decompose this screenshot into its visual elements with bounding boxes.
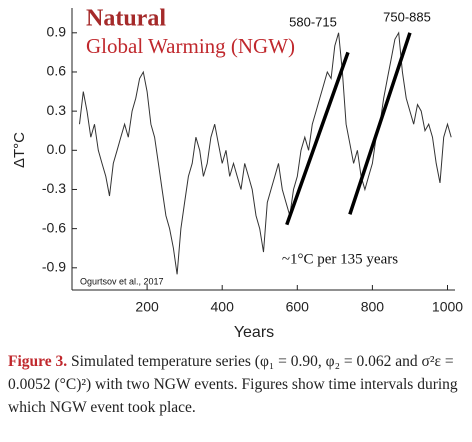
y-tick-label: 0.3 [47, 102, 67, 118]
y-tick-label: 0.6 [47, 63, 67, 79]
temperature-line [79, 31, 452, 275]
chart-subtitle: Global Warming (NGW) [86, 34, 295, 58]
chart: Natural Global Warming (NGW) Years ΔT°C … [11, 6, 463, 342]
y-axis-label: ΔT°C [11, 132, 28, 168]
x-tick-label: 600 [286, 299, 310, 315]
x-tick-label: 400 [211, 299, 235, 315]
x-tick-label: 1000 [432, 299, 463, 315]
annotation: ~1°C per 135 years [282, 251, 398, 267]
x-axis-label: Years [234, 324, 274, 341]
caption-label: Figure 3. [8, 353, 68, 370]
x-tick-label: 200 [135, 299, 159, 315]
x-tick-label: 800 [361, 299, 385, 315]
chart-title: Natural [86, 6, 166, 32]
y-tick-label: -0.9 [42, 259, 66, 275]
annotation: 580-715 [289, 14, 337, 29]
y-tick-label: -0.6 [42, 219, 66, 235]
y-tick-label: -0.3 [42, 180, 66, 196]
annotation: 750-885 [383, 9, 431, 24]
trend-line [348, 32, 412, 215]
y-tick-label: 0.0 [47, 141, 67, 157]
y-tick-label: 0.9 [47, 24, 67, 40]
annotation: Ogurtsov et al., 2017 [80, 276, 164, 286]
caption: Figure 3. Simulated temperature series (… [8, 350, 468, 419]
trend-line [285, 51, 350, 226]
caption-text: Simulated temperature series (φ₁ = 0.90,… [8, 353, 458, 416]
